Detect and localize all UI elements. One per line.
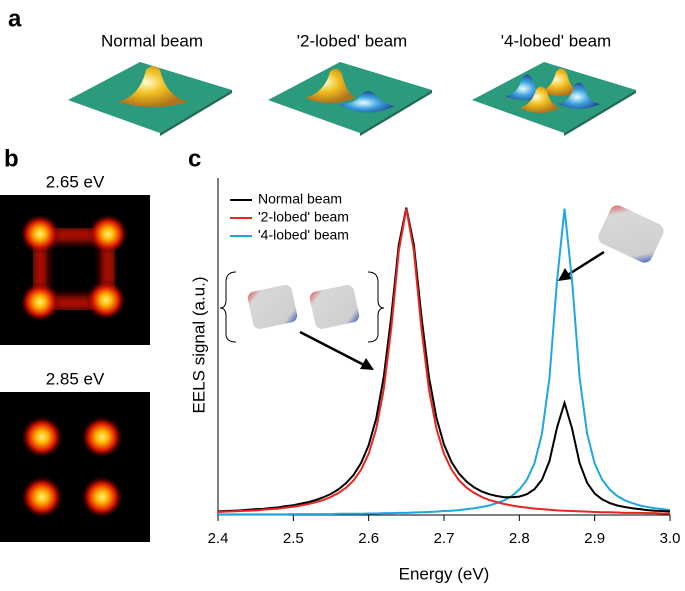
x-tick-label: 2.5	[283, 530, 304, 547]
panel-label: a	[8, 5, 22, 32]
legend-label: Normal beam	[258, 191, 342, 207]
x-tick-label: 2.6	[358, 530, 379, 547]
inset-cubes	[219, 205, 664, 370]
map-title: 2.85 eV	[46, 369, 105, 388]
surface-4-lobed	[472, 62, 636, 136]
surface-2-lobed	[268, 62, 432, 136]
panel-label: b	[4, 145, 19, 172]
legend-label: '2-lobed' beam	[258, 209, 349, 225]
x-tick-label: 3.0	[660, 530, 681, 547]
beam-title: '4-lobed' beam	[501, 31, 611, 50]
x-tick-label: 2.8	[509, 530, 530, 547]
x-tick-label: 2.4	[208, 530, 229, 547]
eels-map-2	[0, 392, 150, 542]
beam-title: Normal beam	[101, 31, 203, 50]
panel-label: c	[188, 145, 201, 172]
legend-label: '4-lobed' beam	[258, 227, 349, 243]
x-tick-label: 2.7	[434, 530, 455, 547]
x-tick-label: 2.9	[584, 530, 605, 547]
eels-map-1	[0, 195, 150, 345]
series-line	[217, 207, 671, 513]
beam-title: '2-lobed' beam	[297, 31, 407, 50]
map-title: 2.65 eV	[46, 172, 105, 191]
x-axis-title: Energy (eV)	[399, 564, 490, 583]
series-line	[218, 208, 671, 516]
surface-normal	[68, 62, 232, 136]
series-line	[217, 208, 670, 515]
y-axis-title: EELS signal (a.u.)	[189, 276, 208, 413]
